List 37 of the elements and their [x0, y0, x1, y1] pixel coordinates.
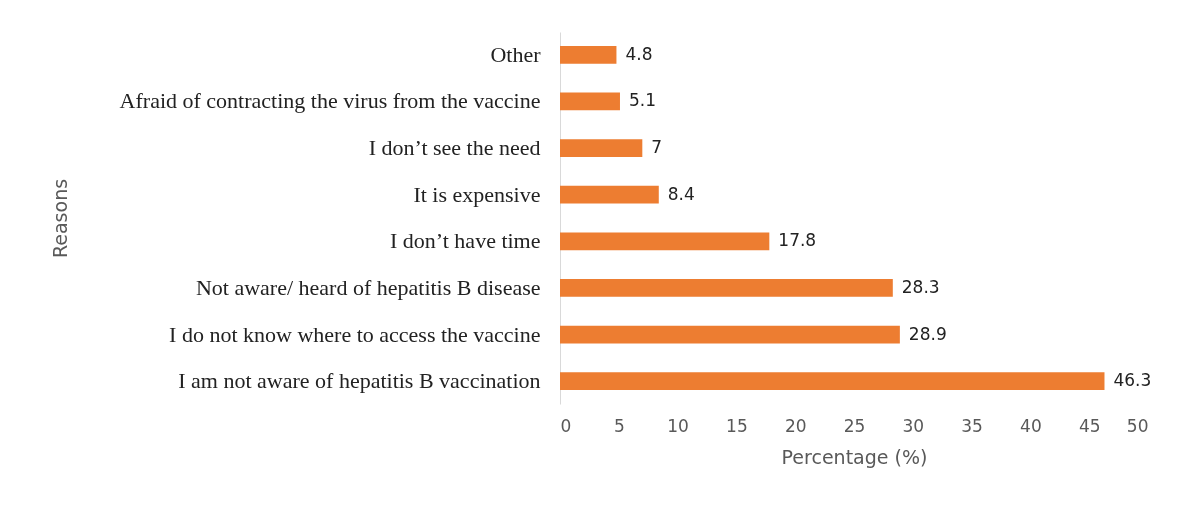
x-tick-label: 45: [1078, 415, 1101, 436]
y-axis-title: Reasons: [48, 178, 71, 259]
data-label: 17.8: [778, 230, 817, 251]
data-label: 8.4: [667, 183, 695, 204]
bar: [560, 232, 770, 251]
data-label: 7: [651, 137, 663, 158]
bar: [560, 139, 643, 157]
bar: [560, 279, 893, 297]
data-label: 46.3: [1113, 370, 1152, 391]
y-tick-label: It is expensive: [413, 181, 541, 207]
x-axis-title: Percentage (%): [781, 445, 928, 468]
data-label: 4.8: [625, 43, 653, 64]
bar: [560, 372, 1105, 391]
y-tick-label: Afraid of contracting the virus from the vaccine: [119, 88, 541, 114]
y-tick-label: I don’t have time: [390, 228, 541, 254]
x-tick-label: 15: [726, 415, 748, 436]
bar: [560, 185, 659, 204]
bar: [560, 325, 900, 344]
x-tick-label: 35: [961, 415, 983, 436]
x-tick-label: 50: [1126, 415, 1149, 436]
data-label: 28.9: [908, 323, 947, 344]
x-tick-label: 0: [560, 415, 572, 436]
data-label: 28.3: [901, 276, 940, 297]
x-tick-label: 5: [613, 415, 625, 436]
y-tick-label: Not aware/ heard of hepatitis B disease: [195, 274, 541, 300]
x-tick-label: 40: [1020, 415, 1042, 436]
y-tick-label: I do not know where to access the vaccine: [169, 321, 541, 347]
bar: [560, 92, 620, 111]
x-tick-label: 10: [667, 415, 689, 436]
x-tick-label: 20: [784, 415, 807, 436]
data-label: 5.1: [628, 90, 657, 111]
x-tick-label: 30: [902, 415, 925, 436]
y-tick-label: I am not aware of hepatitis B vaccination: [178, 368, 541, 394]
bar: [560, 45, 617, 64]
y-tick-label: I don’t see the need: [368, 135, 541, 161]
x-tick-label: 25: [843, 415, 866, 436]
y-tick-label: Other: [490, 41, 542, 67]
